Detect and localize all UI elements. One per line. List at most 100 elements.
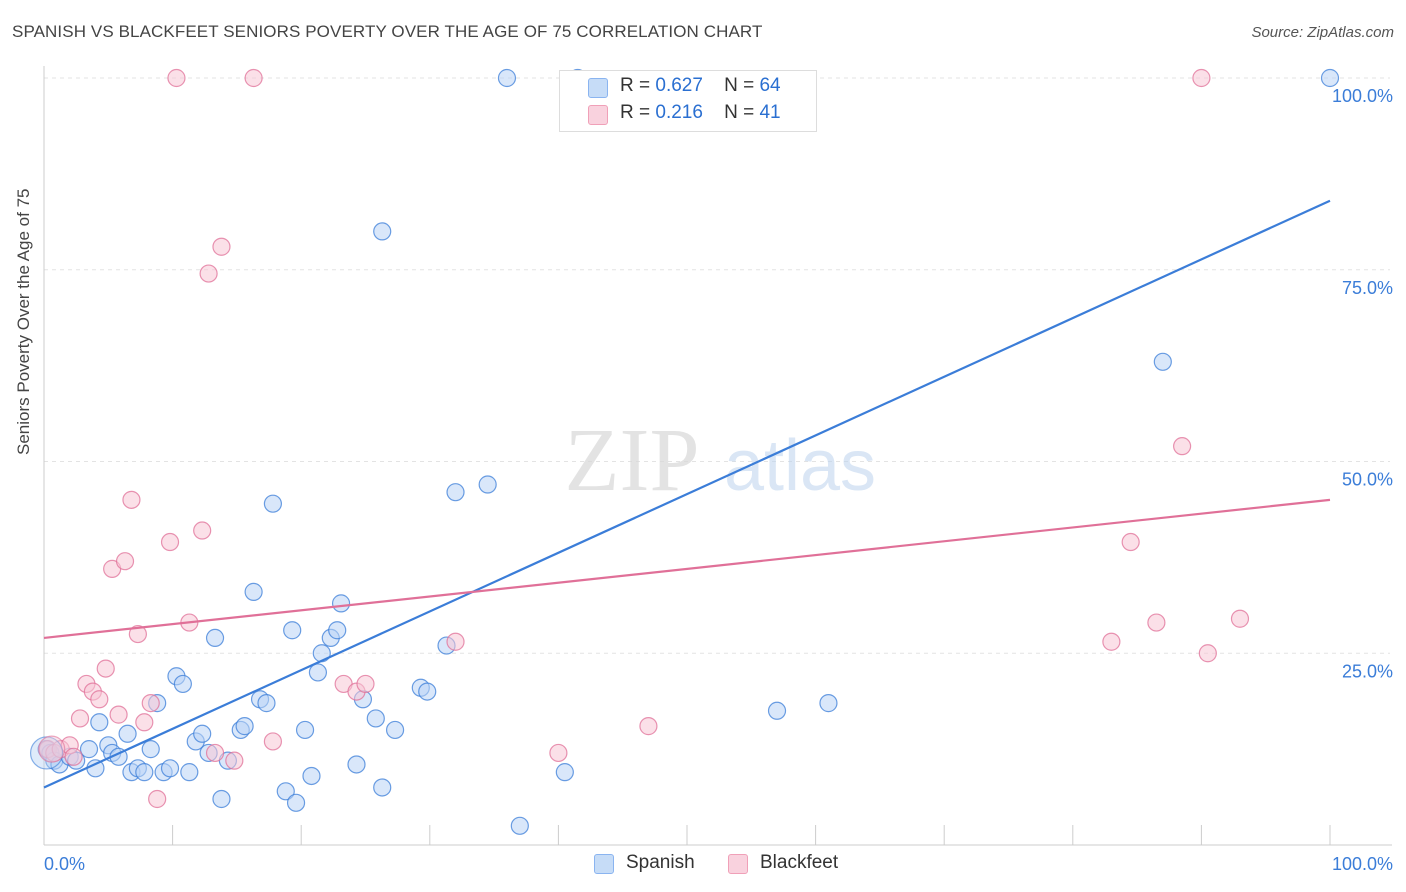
point-spanish-52 <box>418 682 437 701</box>
point-blackfeet-22 <box>199 264 218 283</box>
point-blackfeet-38 <box>1192 68 1211 88</box>
point-blackfeet-31 <box>446 632 465 651</box>
point-blackfeet-27 <box>263 732 283 751</box>
chart-title: SPANISH VS BLACKFEET SENIORS POVERTY OVE… <box>12 22 763 41</box>
legend-swatch-spanish <box>588 78 608 98</box>
watermark-zip: ZIP <box>565 411 700 510</box>
point-blackfeet-40 <box>1230 609 1250 628</box>
point-spanish-15 <box>135 763 154 782</box>
n-label: N = <box>724 75 755 96</box>
point-spanish-56 <box>497 68 517 88</box>
point-spanish-22 <box>180 763 199 782</box>
point-blackfeet-5 <box>70 709 90 728</box>
x-tick-label-0: 0.0% <box>44 854 85 874</box>
x-tick-label-100: 100.0% <box>1332 854 1393 874</box>
point-spanish-34 <box>263 494 283 513</box>
point-spanish-62 <box>1153 352 1172 371</box>
source-label: Source: ZipAtlas.com <box>1251 24 1394 41</box>
legend-swatch-blackfeet <box>588 105 608 125</box>
legend-text-spanish: R = 0.627 N = 64 <box>620 75 781 97</box>
r-value: 0.627 <box>655 75 703 96</box>
point-spanish-35 <box>276 782 295 801</box>
point-blackfeet-21 <box>193 521 212 540</box>
trend-line-spanish <box>43 199 1331 789</box>
bottom-swatch-spanish <box>594 854 614 874</box>
point-spanish-40 <box>308 663 328 682</box>
point-spanish-45 <box>347 755 366 774</box>
trend-lines <box>43 199 1331 789</box>
point-blackfeet-14 <box>128 624 147 644</box>
point-spanish-47 <box>366 709 385 728</box>
axes <box>43 66 1392 846</box>
legend-text-blackfeet: R = 0.216 N = 41 <box>620 102 781 124</box>
point-spanish-61 <box>819 694 838 713</box>
point-blackfeet-25 <box>225 751 244 770</box>
point-spanish-63 <box>1320 68 1340 88</box>
point-blackfeet-12 <box>115 552 135 571</box>
grid-lines <box>44 77 1390 654</box>
y-tick-label-75: 75.0% <box>1342 278 1393 298</box>
point-spanish-43 <box>328 621 347 640</box>
point-spanish-26 <box>205 628 225 648</box>
point-spanish-12 <box>118 724 137 743</box>
point-blackfeet-13 <box>122 490 141 509</box>
bottom-swatch-blackfeet <box>728 854 748 874</box>
correlation-legend: R = 0.627 N = 64 R = 0.216 N = 41 <box>559 70 817 132</box>
point-blackfeet-15 <box>135 713 154 732</box>
trend-line-blackfeet <box>43 498 1331 640</box>
point-blackfeet-37 <box>1173 437 1192 456</box>
point-spanish-6 <box>79 740 99 759</box>
point-blackfeet-32 <box>549 743 568 763</box>
y-tick-label-25: 25.0% <box>1342 661 1393 681</box>
point-spanish-31 <box>244 582 263 601</box>
point-spanish-8 <box>90 713 109 732</box>
point-blackfeet-23 <box>205 743 225 763</box>
point-blackfeet-cluster <box>38 735 66 763</box>
point-spanish-44 <box>331 594 351 613</box>
point-spanish-37 <box>286 793 306 812</box>
point-blackfeet-35 <box>1121 532 1140 552</box>
point-spanish-36 <box>283 621 302 640</box>
point-spanish-48 <box>373 222 392 241</box>
point-blackfeet-33 <box>639 717 658 736</box>
point-spanish-50 <box>373 778 392 797</box>
point-spanish-24 <box>193 724 212 743</box>
point-blackfeet-39 <box>1198 644 1217 663</box>
point-blackfeet-16 <box>141 694 160 713</box>
point-spanish-21 <box>173 674 192 694</box>
point-spanish-57 <box>510 816 529 835</box>
y-tick-label-100: 100.0% <box>1332 86 1393 106</box>
tick-labels: 25.0% 50.0% 75.0% 100.0% 0.0% 100.0% <box>44 86 1393 874</box>
y-axis-label: Seniors Poverty Over the Age of 75 <box>14 188 33 455</box>
point-spanish-55 <box>478 475 497 494</box>
point-blackfeet-34 <box>1102 632 1121 651</box>
point-blackfeet-30 <box>356 674 375 694</box>
data-points <box>29 68 1340 835</box>
point-spanish-19 <box>160 759 180 778</box>
n-value: 41 <box>759 102 781 123</box>
r-label: R = <box>620 102 651 123</box>
bottom-legend-label-blackfeet: Blackfeet <box>760 852 839 873</box>
n-value: 64 <box>759 75 781 96</box>
r-value: 0.216 <box>655 102 703 123</box>
point-blackfeet-4 <box>64 747 83 766</box>
point-spanish-58 <box>555 763 574 782</box>
n-label: N = <box>724 102 755 123</box>
point-spanish-39 <box>302 766 321 786</box>
point-spanish-49 <box>385 720 405 740</box>
point-blackfeet-19 <box>167 68 186 88</box>
point-blackfeet-17 <box>148 789 167 809</box>
point-spanish-54 <box>446 483 465 502</box>
point-blackfeet-8 <box>90 690 109 709</box>
point-spanish-38 <box>295 720 315 740</box>
point-spanish-33 <box>257 694 276 713</box>
point-blackfeet-18 <box>160 532 180 552</box>
point-blackfeet-10 <box>109 705 128 724</box>
point-spanish-30 <box>235 717 254 736</box>
point-spanish-27 <box>212 789 231 809</box>
point-spanish-60 <box>767 701 787 720</box>
point-blackfeet-9 <box>96 659 115 678</box>
y-tick-label-50: 50.0% <box>1342 470 1393 490</box>
point-blackfeet-24 <box>212 237 231 256</box>
